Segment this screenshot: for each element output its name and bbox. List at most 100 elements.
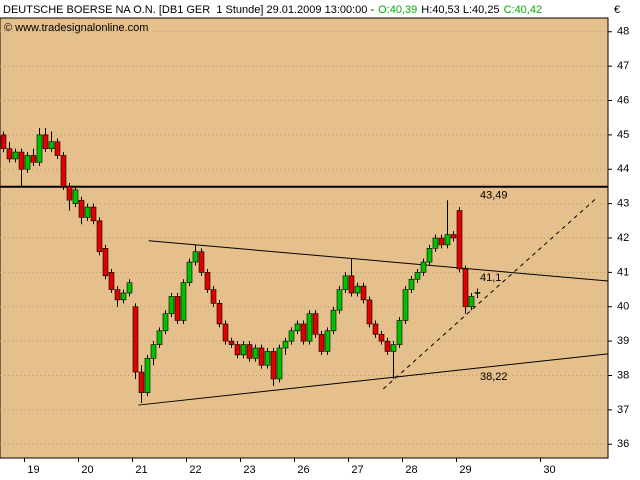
level-label: 41,1 bbox=[480, 272, 501, 284]
candle-body bbox=[420, 261, 427, 273]
candle-body bbox=[456, 210, 463, 270]
candle-body bbox=[102, 248, 109, 277]
level-label: 43,49 bbox=[480, 190, 508, 202]
candle-body bbox=[120, 292, 127, 301]
candle-body bbox=[24, 155, 31, 170]
level-label: 38,22 bbox=[480, 371, 508, 383]
x-tick-label: 21 bbox=[135, 464, 147, 476]
candle-body bbox=[372, 323, 379, 335]
candle-body bbox=[6, 148, 13, 160]
candle-body bbox=[144, 358, 151, 393]
x-tick-label: 20 bbox=[81, 464, 93, 476]
x-tick-label: 28 bbox=[405, 464, 417, 476]
candle-body bbox=[402, 289, 409, 321]
x-tick-label: 26 bbox=[297, 464, 309, 476]
candle-body bbox=[234, 344, 241, 356]
high-low-label: H:40,53 L:40,25 bbox=[421, 4, 499, 16]
candle-body bbox=[282, 340, 289, 349]
x-tick-label: 23 bbox=[243, 464, 255, 476]
candle-body bbox=[90, 206, 97, 222]
candle-body bbox=[426, 248, 433, 263]
candle-body bbox=[198, 251, 205, 273]
candle-body bbox=[300, 323, 307, 342]
candle-body bbox=[30, 155, 37, 163]
candle-body bbox=[252, 347, 259, 359]
candle-body bbox=[126, 282, 133, 294]
candle-body bbox=[324, 330, 331, 352]
candle-body bbox=[72, 189, 79, 204]
candle-body bbox=[216, 303, 223, 325]
trendline bbox=[138, 353, 609, 406]
candle-body bbox=[414, 272, 421, 280]
watermark: © www.tradesignalonline.com bbox=[4, 22, 148, 34]
candle-body bbox=[114, 289, 121, 301]
y-tick-label: 42 bbox=[617, 232, 629, 244]
candle-body bbox=[42, 134, 49, 149]
candle-body bbox=[168, 296, 175, 314]
candle-body bbox=[330, 309, 337, 332]
candle-body bbox=[204, 272, 211, 290]
candle-body bbox=[288, 330, 295, 342]
candle-body bbox=[60, 155, 67, 187]
candle-body bbox=[240, 344, 247, 356]
candle-body bbox=[408, 278, 415, 290]
candle-body bbox=[210, 289, 217, 304]
y-tick-label: 47 bbox=[617, 60, 629, 72]
candle-body bbox=[84, 206, 91, 218]
candle-body bbox=[366, 299, 373, 325]
y-tick-label: 46 bbox=[617, 94, 629, 106]
candle-body bbox=[264, 351, 271, 366]
candle-body bbox=[186, 261, 193, 283]
candle-body bbox=[468, 296, 475, 308]
candle-body bbox=[228, 340, 235, 345]
trendline bbox=[148, 240, 609, 282]
candle-body bbox=[378, 333, 385, 342]
candle-body bbox=[174, 296, 181, 321]
y-tick-label: 38 bbox=[617, 369, 629, 381]
candle-body bbox=[270, 351, 277, 380]
candle-body bbox=[462, 268, 469, 308]
x-tick-label: 29 bbox=[459, 464, 471, 476]
candle-body bbox=[444, 234, 451, 246]
candle-body bbox=[48, 141, 55, 149]
y-tick-label: 43 bbox=[617, 198, 629, 210]
x-tick-label: 27 bbox=[351, 464, 363, 476]
candle-body bbox=[348, 275, 355, 294]
candle-body bbox=[258, 347, 265, 366]
candle-body bbox=[108, 272, 115, 290]
candle-body bbox=[66, 186, 73, 201]
candle-body bbox=[450, 234, 457, 239]
y-tick-label: 37 bbox=[617, 404, 629, 416]
candle-body bbox=[342, 275, 349, 290]
candle-body bbox=[384, 340, 391, 352]
y-tick-label: 39 bbox=[617, 335, 629, 347]
candle-body bbox=[246, 344, 253, 359]
candle-body bbox=[12, 151, 19, 160]
candle-body bbox=[318, 333, 325, 352]
y-tick-label: 41 bbox=[617, 266, 629, 278]
candle-body bbox=[96, 220, 103, 253]
candle-body bbox=[36, 134, 43, 163]
x-tick-label: 19 bbox=[27, 464, 39, 476]
candle-body bbox=[54, 141, 61, 156]
candle-body bbox=[78, 199, 85, 218]
candle-body bbox=[438, 237, 445, 246]
candle-body bbox=[360, 285, 367, 301]
candle-body bbox=[432, 237, 439, 249]
candle-body bbox=[222, 323, 229, 342]
candle-body bbox=[354, 285, 361, 294]
y-tick-label: 40 bbox=[617, 301, 629, 313]
y-tick-label: 45 bbox=[617, 129, 629, 141]
close-label: C:40,42 bbox=[504, 4, 543, 16]
x-tick-label: 30 bbox=[543, 464, 555, 476]
candle-body bbox=[132, 306, 139, 373]
candle-body bbox=[18, 151, 25, 170]
candle-body bbox=[162, 313, 169, 332]
open-label: O:40,39 bbox=[378, 4, 417, 16]
candle-body bbox=[192, 251, 199, 263]
y-tick-label: 36 bbox=[617, 438, 629, 450]
candle-body bbox=[276, 347, 283, 380]
chart-header: DEUTSCHE BOERSE NA O.N. [DB1 GER 1 Stund… bbox=[3, 4, 542, 16]
candle-body bbox=[312, 313, 319, 335]
